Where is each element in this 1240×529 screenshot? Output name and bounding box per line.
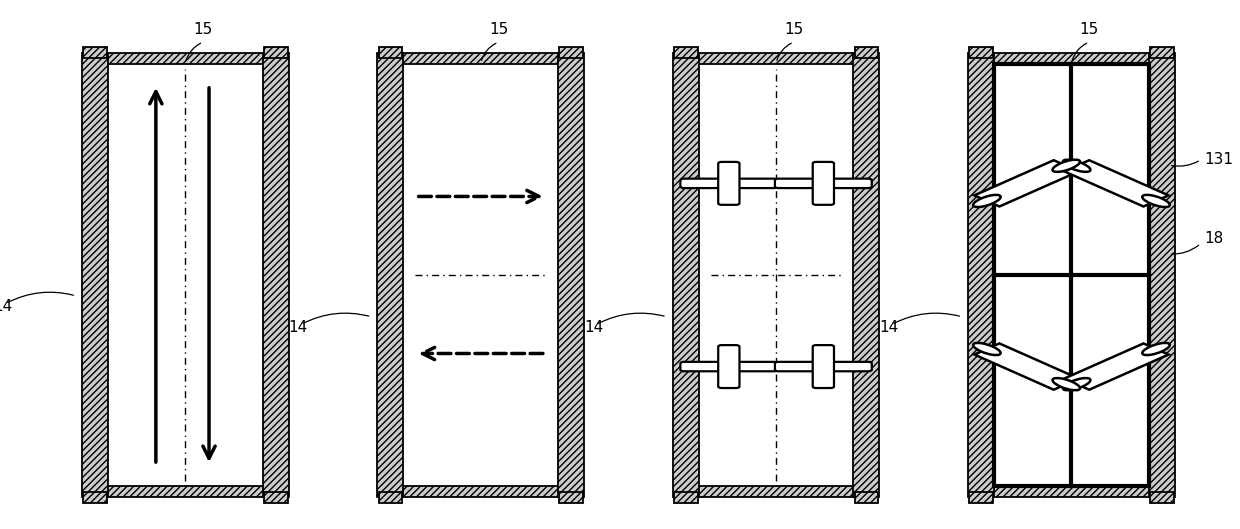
Bar xyxy=(992,52,1151,64)
Bar xyxy=(264,47,288,58)
Text: 14: 14 xyxy=(289,320,308,335)
Bar xyxy=(968,52,994,497)
Bar xyxy=(697,52,856,64)
Polygon shape xyxy=(1064,160,1168,206)
Text: 15: 15 xyxy=(489,22,508,37)
Bar xyxy=(1148,52,1174,497)
Bar xyxy=(264,492,288,503)
Text: 15: 15 xyxy=(784,22,804,37)
Bar xyxy=(558,52,584,497)
Bar xyxy=(559,492,583,503)
Text: 18: 18 xyxy=(1204,231,1224,246)
FancyBboxPatch shape xyxy=(718,345,739,388)
Bar xyxy=(853,52,879,497)
Bar xyxy=(994,64,1148,486)
Bar xyxy=(559,47,583,58)
Text: 14: 14 xyxy=(879,320,899,335)
Bar xyxy=(992,486,1151,497)
Bar xyxy=(854,47,878,58)
FancyBboxPatch shape xyxy=(812,162,835,205)
Bar xyxy=(105,52,265,64)
Bar xyxy=(82,52,108,497)
Bar xyxy=(105,486,265,497)
Ellipse shape xyxy=(1053,378,1080,390)
Ellipse shape xyxy=(973,343,1001,355)
Bar xyxy=(697,486,856,497)
Ellipse shape xyxy=(1142,343,1169,355)
Ellipse shape xyxy=(973,195,1001,207)
FancyBboxPatch shape xyxy=(681,179,777,188)
Bar xyxy=(673,492,698,503)
FancyBboxPatch shape xyxy=(775,362,872,371)
Bar xyxy=(970,492,993,503)
Bar xyxy=(401,486,560,497)
Bar xyxy=(83,47,107,58)
FancyBboxPatch shape xyxy=(812,345,835,388)
FancyBboxPatch shape xyxy=(718,162,739,205)
Bar xyxy=(377,52,403,497)
Polygon shape xyxy=(1064,343,1168,390)
Ellipse shape xyxy=(1063,160,1090,172)
Bar xyxy=(854,492,878,503)
Text: 131: 131 xyxy=(1204,152,1234,167)
FancyBboxPatch shape xyxy=(681,362,777,371)
Ellipse shape xyxy=(1063,378,1090,390)
Bar xyxy=(673,52,698,497)
Ellipse shape xyxy=(1142,195,1169,207)
Bar xyxy=(378,492,402,503)
Bar xyxy=(378,47,402,58)
Bar xyxy=(1149,47,1173,58)
Text: 14: 14 xyxy=(0,299,12,314)
Text: 14: 14 xyxy=(584,320,604,335)
Polygon shape xyxy=(975,160,1079,206)
Bar xyxy=(401,52,560,64)
Bar xyxy=(83,492,107,503)
FancyBboxPatch shape xyxy=(775,179,872,188)
Text: 15: 15 xyxy=(193,22,213,37)
Text: 15: 15 xyxy=(1080,22,1099,37)
Polygon shape xyxy=(975,343,1079,390)
Bar xyxy=(673,47,698,58)
Bar xyxy=(970,47,993,58)
Bar xyxy=(1149,492,1173,503)
Bar xyxy=(263,52,289,497)
Ellipse shape xyxy=(1053,160,1080,172)
